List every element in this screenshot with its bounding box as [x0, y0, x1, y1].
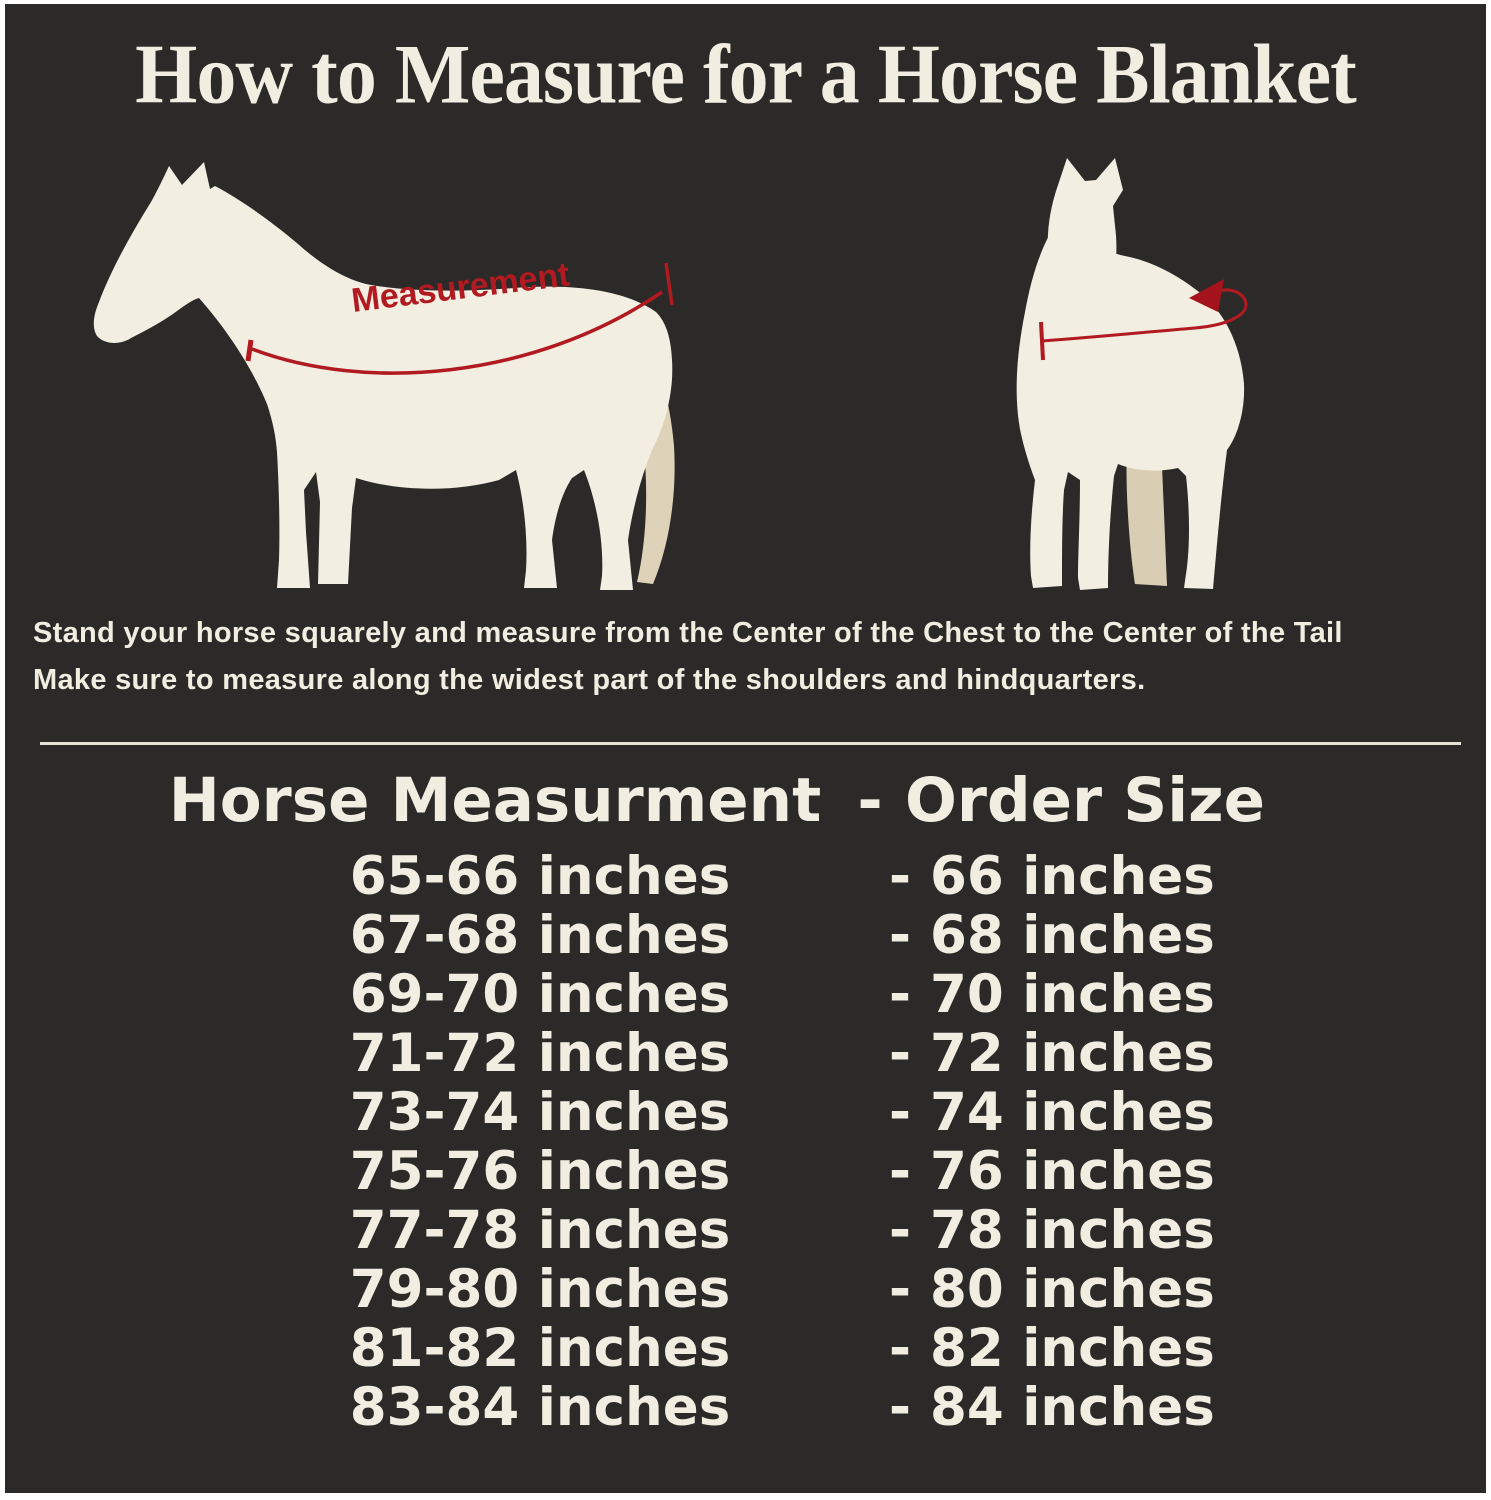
- measurement-curve: [251, 290, 663, 375]
- measurement-cell: 65-66 inches: [349, 846, 731, 907]
- measurement-cell: 77-78 inches: [349, 1200, 731, 1261]
- separator-cell: -: [889, 846, 911, 907]
- measurement-cell: 67-68 inches: [349, 905, 731, 966]
- girth-arrowhead-icon: [1189, 279, 1224, 312]
- order-size-cell: 74 inches: [930, 1082, 1215, 1143]
- separator-cell: -: [889, 1141, 911, 1202]
- header-horse-measurement: Horse Measurment: [168, 764, 822, 836]
- order-size-cell: 82 inches: [930, 1318, 1215, 1379]
- order-size-cell: 80 inches: [930, 1259, 1215, 1320]
- order-size-cell: 72 inches: [930, 1023, 1215, 1084]
- separator-cell: -: [889, 905, 911, 966]
- separator-cell: -: [889, 1082, 911, 1143]
- separator-cell: -: [889, 1377, 911, 1438]
- measurement-cell: 83-84 inches: [349, 1377, 731, 1438]
- separator-cell: -: [889, 964, 911, 1025]
- front-view-horse-illustration: [1016, 158, 1248, 590]
- measurement-end-tick: [664, 262, 674, 306]
- table-row: 69-70 inches - 70 inches: [5, 964, 1486, 1025]
- size-chart-header: Horse Measurment - Order Size: [5, 759, 1486, 841]
- table-row: 83-84 inches - 84 inches: [5, 1377, 1486, 1438]
- measurement-cell: 73-74 inches: [349, 1082, 731, 1143]
- size-chart: Horse Measurment - Order Size 65-66 inch…: [5, 759, 1486, 1439]
- table-row: 73-74 inches - 74 inches: [5, 1082, 1486, 1143]
- separator-cell: -: [889, 1200, 911, 1261]
- page-title: How to Measure for a Horse Blanket: [135, 28, 1357, 122]
- table-row: 67-68 inches - 68 inches: [5, 905, 1486, 966]
- order-size-cell: 70 inches: [930, 964, 1215, 1025]
- infographic-panel: How to Measure for a Horse Blanket Measu…: [5, 4, 1486, 1493]
- measurement-cell: 75-76 inches: [349, 1141, 731, 1202]
- order-size-cell: 76 inches: [930, 1141, 1215, 1202]
- instruction-line-1: Stand your horse squarely and measure fr…: [33, 617, 1343, 649]
- measurement-start-tick: [245, 339, 254, 362]
- order-size-cell: 66 inches: [930, 846, 1215, 907]
- measurement-cell: 79-80 inches: [349, 1259, 731, 1320]
- measurement-cell: 71-72 inches: [349, 1023, 731, 1084]
- separator-cell: -: [889, 1023, 911, 1084]
- horse-tail-behind-legs: [1126, 442, 1167, 586]
- table-row: 79-80 inches - 80 inches: [5, 1259, 1486, 1320]
- section-divider: [40, 742, 1461, 745]
- order-size-cell: 84 inches: [930, 1377, 1215, 1438]
- order-size-cell: 68 inches: [930, 905, 1215, 966]
- order-size-cell: 78 inches: [930, 1200, 1215, 1261]
- table-row: 77-78 inches - 78 inches: [5, 1200, 1486, 1261]
- size-chart-rows: 65-66 inches - 66 inches 67-68 inches - …: [5, 846, 1486, 1438]
- measurement-cell: 69-70 inches: [349, 964, 731, 1025]
- girth-line: [1041, 288, 1248, 343]
- separator-cell: -: [889, 1259, 911, 1320]
- instruction-line-2: Make sure to measure along the widest pa…: [33, 664, 1146, 696]
- side-view-horse-illustration: Measurement: [93, 162, 675, 590]
- horse-body-silhouette: [93, 162, 673, 590]
- measurement-cell: 81-82 inches: [349, 1318, 731, 1379]
- header-order-size: Order Size: [905, 764, 1266, 836]
- separator-cell: -: [889, 1318, 911, 1379]
- horse-head: [1047, 158, 1123, 310]
- table-row: 71-72 inches - 72 inches: [5, 1023, 1486, 1084]
- table-row: 75-76 inches - 76 inches: [5, 1141, 1486, 1202]
- header-separator: -: [857, 764, 883, 836]
- table-row: 81-82 inches - 82 inches: [5, 1318, 1486, 1379]
- measuring-instructions: Stand your horse squarely and measure fr…: [33, 610, 1473, 704]
- table-row: 65-66 inches - 66 inches: [5, 846, 1486, 907]
